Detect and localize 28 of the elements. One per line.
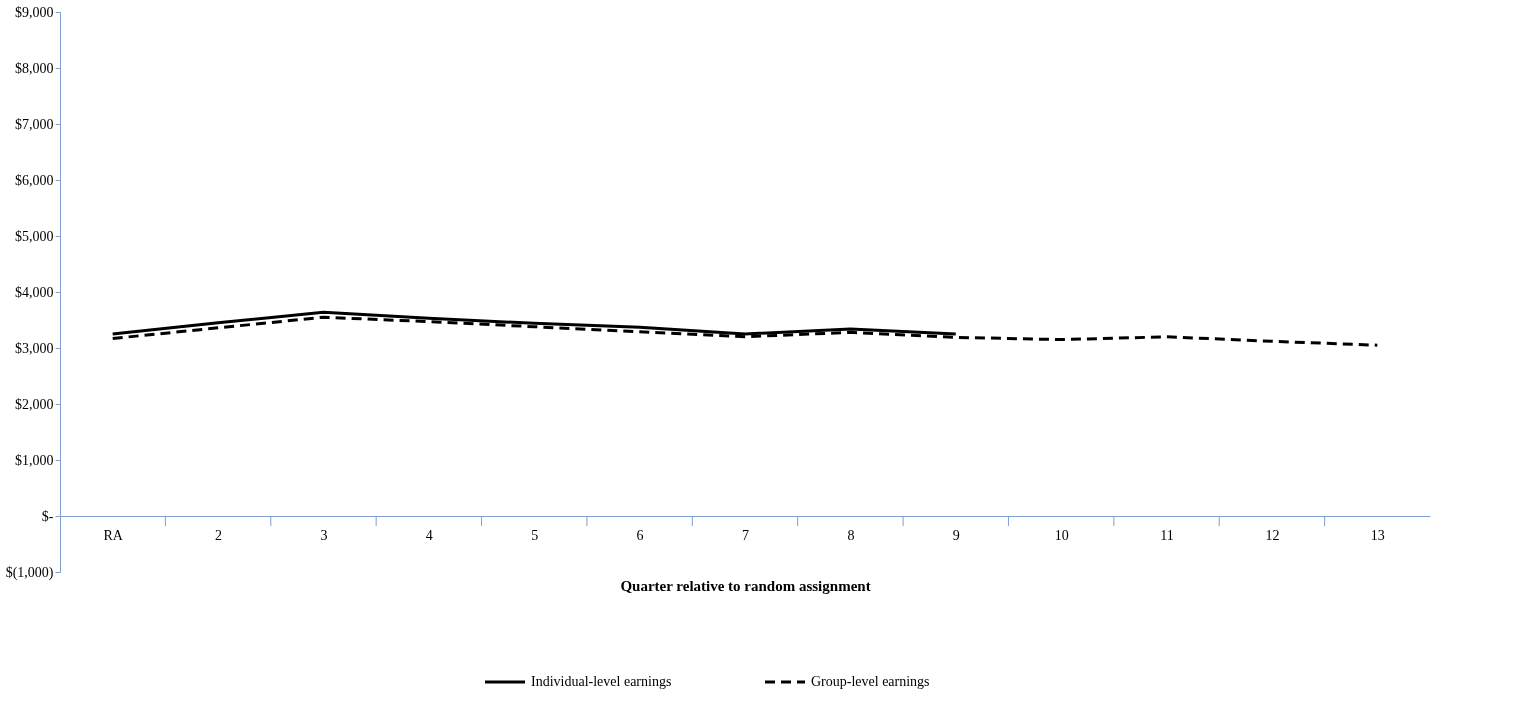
- x-tick-label: RA: [103, 527, 124, 543]
- legend-label: Group-level earnings: [811, 674, 930, 689]
- x-tick-label: 3: [320, 527, 328, 543]
- x-tick-label: 13: [1370, 527, 1385, 543]
- y-tick-label: $5,000: [15, 228, 54, 244]
- x-tick-label: 5: [531, 527, 539, 543]
- y-tick-label: $1,000: [15, 452, 54, 468]
- x-tick-label: 8: [847, 527, 855, 543]
- x-tick-label: 6: [636, 527, 644, 543]
- x-tick-label: 11: [1160, 527, 1174, 543]
- x-tick-label: 10: [1054, 527, 1069, 543]
- line-series: [111, 315, 1379, 347]
- y-tick-label: $(1,000): [5, 564, 54, 581]
- x-tick-label: 12: [1265, 527, 1280, 543]
- x-axis-title: Quarter relative to random assignment: [620, 577, 871, 594]
- y-tick-label: $8,000: [15, 60, 54, 76]
- y-tick-label: $9,000: [15, 4, 54, 20]
- x-tick-label: 9: [952, 527, 960, 543]
- y-tick-label: $6,000: [15, 172, 54, 188]
- legend-label: Individual-level earnings: [531, 674, 672, 689]
- y-tick-label: $3,000: [15, 340, 54, 356]
- x-tick-label: 2: [215, 527, 223, 543]
- y-tick-label: $2,000: [15, 396, 54, 412]
- x-tick-label: 4: [425, 527, 433, 543]
- y-tick-label: $7,000: [15, 116, 54, 132]
- x-tick-label: 7: [742, 527, 749, 543]
- y-tick-label: $-: [41, 508, 54, 524]
- y-tick-label: $4,000: [15, 284, 54, 300]
